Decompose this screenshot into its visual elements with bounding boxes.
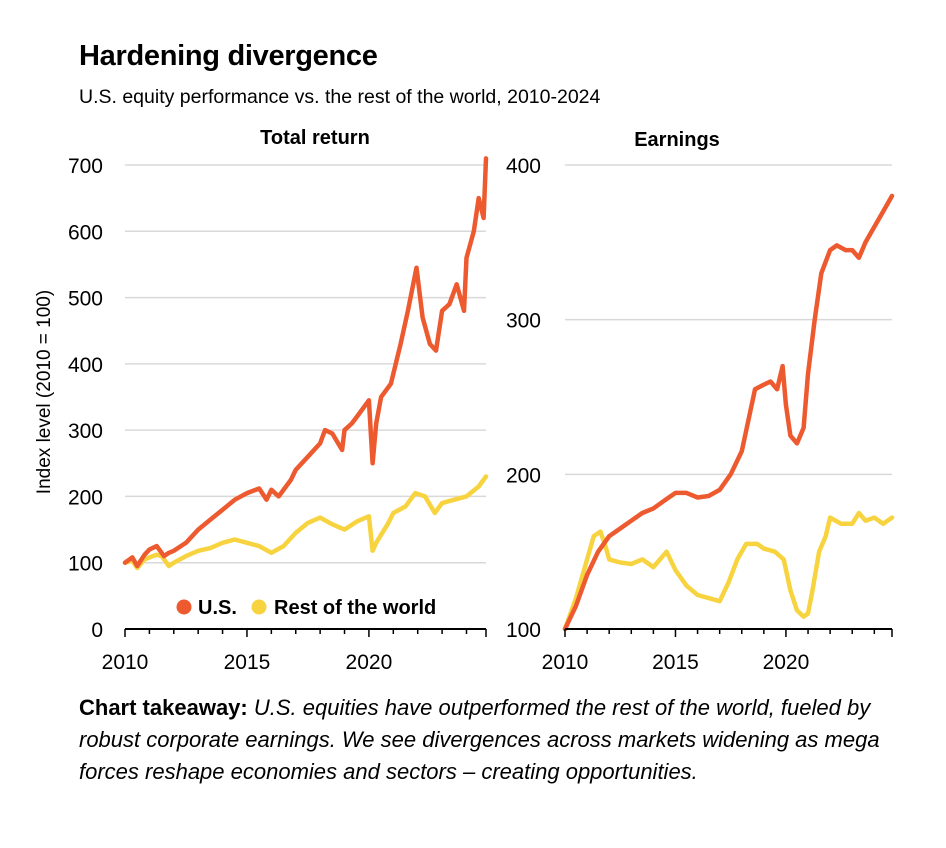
total-return-rest-of-world-line xyxy=(122,474,489,571)
earnings-y-tick-label: 300 xyxy=(506,310,541,333)
chart-takeaway: Chart takeaway: U.S. equities have outpe… xyxy=(79,692,919,788)
earnings-y-tick-label: 200 xyxy=(506,464,541,487)
legend-row-label: Rest of the world xyxy=(274,597,436,619)
chart-title: Hardening divergence xyxy=(79,40,378,72)
earnings-x-tick-label: 2010 xyxy=(542,651,589,674)
total-return-y-tick-label: 200 xyxy=(68,486,103,509)
total-return-y-tick-label: 400 xyxy=(68,354,103,377)
total-return-y-tick-label: 0 xyxy=(91,619,103,642)
total-return-y-tick-label: 100 xyxy=(68,553,103,576)
total-return-x-tick-label: 2020 xyxy=(346,651,393,674)
total-return-x-tick-label: 2010 xyxy=(102,651,149,674)
total-return-panel-title: Total return xyxy=(260,127,370,149)
chart-subtitle: U.S. equity performance vs. the rest of … xyxy=(79,86,601,108)
total-return-x-tick-label: 2015 xyxy=(224,651,271,674)
earnings-x-tick-label: 2015 xyxy=(652,651,699,674)
total-return-y-tick-label: 500 xyxy=(68,288,103,311)
earnings-us-line xyxy=(562,193,895,632)
earnings-x-tick-label: 2020 xyxy=(763,651,810,674)
earnings-panel-title: Earnings xyxy=(634,129,720,151)
legend-row-marker xyxy=(251,599,267,615)
total-return-y-axis-label: Index level (2010 = 100) xyxy=(34,290,55,494)
earnings-rest-of-world-line xyxy=(562,510,895,632)
earnings-y-tick-label: 100 xyxy=(506,619,541,642)
total-return-y-tick-label: 300 xyxy=(68,420,103,443)
total-return-y-tick-label: 700 xyxy=(68,155,103,178)
takeaway-lead: Chart takeaway: xyxy=(79,695,248,720)
earnings-y-tick-label: 400 xyxy=(506,155,541,178)
legend-us-label: U.S. xyxy=(198,597,237,619)
total-return-y-tick-label: 600 xyxy=(68,221,103,244)
total-return-us-line xyxy=(122,156,489,569)
legend-us-marker xyxy=(176,599,192,615)
takeaway-body: U.S. equities have outperformed the rest… xyxy=(79,695,880,784)
charts-canvas: Total return 0 100 200 300 400 500 600 700 Index … xyxy=(34,127,895,674)
